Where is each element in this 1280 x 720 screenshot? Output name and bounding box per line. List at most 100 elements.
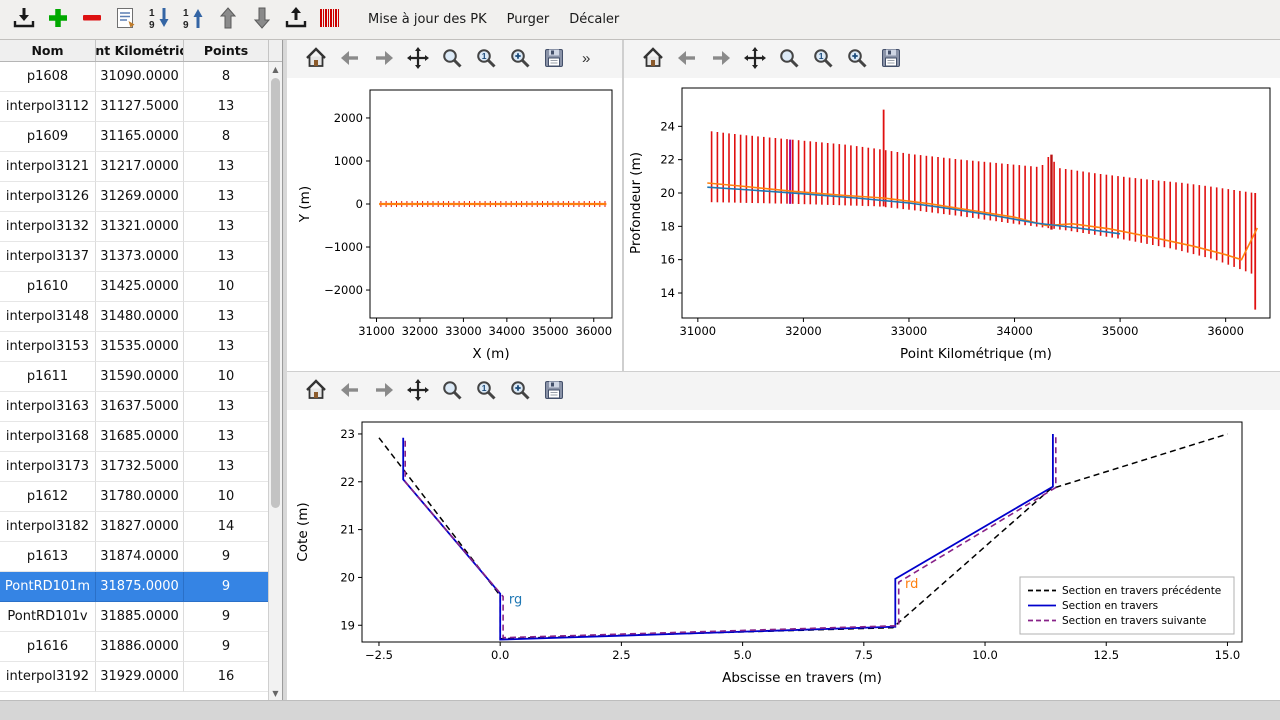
plan-forward-button[interactable] <box>369 44 399 74</box>
table-row[interactable]: interpol3173 31732.5000 13 <box>0 452 269 482</box>
table-row[interactable]: interpol3132 31321.0000 13 <box>0 212 269 242</box>
travers-pan-button[interactable] <box>403 376 433 406</box>
table-row[interactable]: interpol3182 31827.0000 14 <box>0 512 269 542</box>
move-down-button[interactable] <box>246 4 278 36</box>
minus-red-icon <box>79 5 105 34</box>
cell-pk: 31425.0000 <box>96 272 184 302</box>
arrow-up-icon <box>215 5 241 34</box>
svg-text:34000: 34000 <box>996 324 1033 338</box>
plan-zoom-1-button[interactable]: 1 <box>471 44 501 74</box>
menu-item-2[interactable]: Décaler <box>569 12 620 27</box>
import-button[interactable] <box>8 4 40 36</box>
table-row[interactable]: interpol3192 31929.0000 16 <box>0 662 269 692</box>
travers-chart-toolbar: 1 <box>287 372 1280 410</box>
table-row[interactable]: PontRD101v 31885.0000 9 <box>0 602 269 632</box>
main-toolbar-menus: Mise à jour des PK Purger Décaler <box>358 6 629 33</box>
svg-text:Abscisse en travers (m): Abscisse en travers (m) <box>722 670 882 686</box>
travers-back-button[interactable] <box>335 376 365 406</box>
scroll-up-icon[interactable]: ▲ <box>272 64 279 74</box>
table-row[interactable]: interpol3126 31269.0000 13 <box>0 182 269 212</box>
table-row[interactable]: p1612 31780.0000 10 <box>0 482 269 512</box>
profil-chart-figure[interactable]: 31000 32000 33000 34000 35000 36000 14 16 18 20 22… <box>624 78 1280 372</box>
profil-pan-button[interactable] <box>740 44 770 74</box>
profil-home-button[interactable] <box>638 44 668 74</box>
menu-item-0[interactable]: Mise à jour des PK <box>368 12 487 27</box>
table-row[interactable]: p1610 31425.0000 10 <box>0 272 269 302</box>
travers-forward-button[interactable] <box>369 376 399 406</box>
travers-save-button[interactable] <box>539 376 569 406</box>
column-header-point-kilometrique[interactable]: Point Kilométrique <box>96 40 184 61</box>
table-row[interactable]: interpol3121 31217.0000 13 <box>0 152 269 182</box>
table-row[interactable]: p1609 31165.0000 8 <box>0 122 269 152</box>
svg-text:Point Kilométrique (m): Point Kilométrique (m) <box>900 346 1052 362</box>
table-row[interactable]: p1616 31886.0000 9 <box>0 632 269 662</box>
panel-splitter[interactable] <box>284 40 287 700</box>
column-header-nom[interactable]: Nom <box>0 40 96 61</box>
travers-zoom-1-button[interactable]: 1 <box>471 376 501 406</box>
cell-name: p1613 <box>0 542 96 572</box>
cell-points: 9 <box>184 572 269 602</box>
table-row[interactable]: interpol3163 31637.5000 13 <box>0 392 269 422</box>
profil-save-button[interactable] <box>876 44 906 74</box>
menu-item-1[interactable]: Purger <box>506 12 550 27</box>
scroll-down-icon[interactable]: ▼ <box>272 688 279 698</box>
cell-name: p1609 <box>0 122 96 152</box>
profil-back-button[interactable] <box>672 44 702 74</box>
table-row[interactable]: PontRD101m 31875.0000 9 <box>0 572 269 602</box>
table-row[interactable]: p1608 31090.0000 8 <box>0 62 269 92</box>
tray-up-icon <box>283 5 309 34</box>
scrollbar-thumb[interactable] <box>271 78 280 508</box>
travers-home-button[interactable] <box>301 376 331 406</box>
profil-forward-button[interactable] <box>706 44 736 74</box>
travers-zoom-button[interactable] <box>437 376 467 406</box>
sections-table-panel: Nom Point Kilométrique Points p160831090… <box>0 40 283 700</box>
plan-more-button[interactable]: » <box>573 44 603 74</box>
home-icon <box>304 46 328 73</box>
pan-icon <box>743 46 767 73</box>
svg-text:−1000: −1000 <box>324 240 363 254</box>
svg-text:1000: 1000 <box>334 154 363 168</box>
table-row[interactable]: interpol3168 31685.0000 13 <box>0 422 269 452</box>
profil-zoom-1-button[interactable]: 1 <box>808 44 838 74</box>
move-up-button[interactable] <box>212 4 244 36</box>
plus-green-icon <box>45 5 71 34</box>
add-section-button[interactable] <box>42 4 74 36</box>
profil-zoom-plus-button[interactable] <box>842 44 872 74</box>
cell-pk: 31875.0000 <box>96 572 184 602</box>
plan-zoom-plus-button[interactable] <box>505 44 535 74</box>
pk-marks-button[interactable] <box>314 4 346 36</box>
cell-name: interpol3126 <box>0 182 96 212</box>
zoom-1-icon: 1 <box>811 46 835 73</box>
save-icon <box>879 46 903 73</box>
remove-section-button[interactable] <box>76 4 108 36</box>
svg-text:20: 20 <box>660 186 675 200</box>
plan-chart-figure[interactable]: 31000 32000 33000 34000 35000 36000 2000 1000 0 −… <box>287 78 622 372</box>
plan-home-button[interactable] <box>301 44 331 74</box>
travers-zoom-plus-button[interactable] <box>505 376 535 406</box>
table-row[interactable]: p1613 31874.0000 9 <box>0 542 269 572</box>
plan-save-button[interactable] <box>539 44 569 74</box>
table-row[interactable]: p1611 31590.0000 10 <box>0 362 269 392</box>
plan-back-button[interactable] <box>335 44 365 74</box>
cell-name: interpol3192 <box>0 662 96 692</box>
svg-text:35000: 35000 <box>532 324 569 338</box>
cell-pk: 31780.0000 <box>96 482 184 512</box>
edit-form-button[interactable] <box>110 4 142 36</box>
plan-pan-button[interactable] <box>403 44 433 74</box>
cell-name: interpol3163 <box>0 392 96 422</box>
export-button[interactable] <box>280 4 312 36</box>
svg-text:23: 23 <box>340 427 355 441</box>
table-row[interactable]: interpol3137 31373.0000 13 <box>0 242 269 272</box>
table-row[interactable]: interpol3148 31480.0000 13 <box>0 302 269 332</box>
plan-zoom-button[interactable] <box>437 44 467 74</box>
top-charts-divider <box>622 40 624 372</box>
table-row[interactable]: interpol3153 31535.0000 13 <box>0 332 269 362</box>
column-header-points[interactable]: Points <box>184 40 269 61</box>
table-scrollbar[interactable]: ▲ ▼ <box>268 62 282 700</box>
profil-zoom-button[interactable] <box>774 44 804 74</box>
cell-points: 13 <box>184 452 269 482</box>
table-row[interactable]: interpol3112 31127.5000 13 <box>0 92 269 122</box>
travers-chart-figure[interactable]: −2.5 0.0 2.5 5.0 7.5 10.0 12.5 15.0 19 20 21 22 23 Ab… <box>287 410 1280 700</box>
